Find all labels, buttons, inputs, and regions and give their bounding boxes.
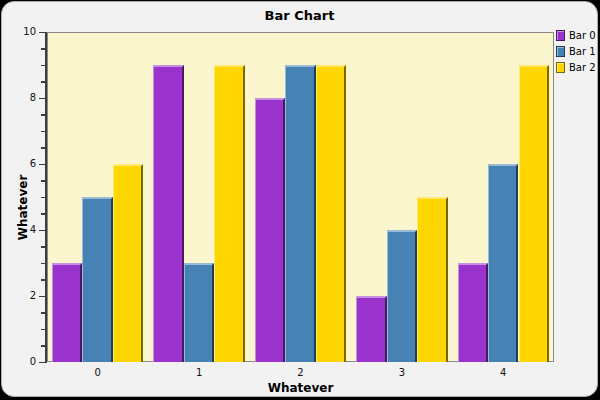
y-tick-label: 6 — [10, 159, 36, 169]
y-major-tick — [39, 164, 45, 166]
legend-item-label: Bar 2 — [569, 62, 596, 73]
y-major-tick — [39, 296, 45, 298]
y-axis-line — [45, 32, 47, 363]
bar-bar0-cat0 — [52, 263, 82, 362]
y-major-tick — [39, 98, 45, 100]
legend-swatch — [556, 30, 565, 41]
chart-title: Bar Chart — [2, 8, 597, 23]
y-minor-tick — [41, 65, 45, 67]
y-tick-label: 8 — [10, 93, 36, 103]
y-minor-tick — [41, 197, 45, 199]
bar-bar0-cat1 — [153, 65, 183, 362]
y-axis-title: Whatever — [16, 156, 31, 260]
y-tick-label: 10 — [10, 27, 36, 37]
bar-bar0-cat4 — [458, 263, 488, 362]
bar-bar1-cat3 — [387, 230, 417, 362]
legend-item-label: Bar 1 — [569, 46, 596, 57]
bar-bar1-cat0 — [82, 197, 112, 362]
chart-window: Bar Chart Whatever Whatever Bar 0Bar 1Ba… — [1, 1, 598, 397]
legend: Bar 0 Bar 1 Bar 2 — [556, 27, 596, 75]
x-tick-label: 4 — [453, 368, 554, 378]
y-major-tick — [39, 362, 45, 364]
y-tick-label: 2 — [10, 291, 36, 301]
x-tick-label: 3 — [351, 368, 452, 378]
legend-item: Bar 2 — [556, 59, 596, 75]
y-minor-tick — [41, 279, 45, 281]
y-major-tick — [39, 230, 45, 232]
y-tick-label: 4 — [10, 225, 36, 235]
y-minor-tick — [41, 131, 45, 133]
y-tick-label: 0 — [10, 357, 36, 367]
x-tick-label: 2 — [250, 368, 351, 378]
legend-swatch — [556, 62, 565, 73]
y-minor-tick — [41, 213, 45, 215]
bar-bar1-cat1 — [184, 263, 214, 362]
y-minor-tick — [41, 48, 45, 50]
bar-bar2-cat4 — [519, 65, 549, 362]
bar-bar2-cat2 — [316, 65, 346, 362]
bar-bar0-cat2 — [255, 98, 285, 362]
bar-bar1-cat4 — [488, 164, 518, 362]
x-axis-title: Whatever — [47, 381, 554, 395]
x-tick-label: 1 — [148, 368, 249, 378]
legend-item-label: Bar 0 — [569, 30, 596, 41]
legend-item: Bar 0 — [556, 27, 596, 43]
y-minor-tick — [41, 312, 45, 314]
y-minor-tick — [41, 114, 45, 116]
y-minor-tick — [41, 263, 45, 265]
legend-swatch — [556, 46, 565, 57]
legend-item: Bar 1 — [556, 43, 596, 59]
bar-bar2-cat1 — [214, 65, 244, 362]
x-tick-label: 0 — [47, 368, 148, 378]
y-minor-tick — [41, 147, 45, 149]
bar-bar0-cat3 — [356, 296, 386, 362]
y-minor-tick — [41, 246, 45, 248]
bar-bar2-cat3 — [417, 197, 447, 362]
bar-bar1-cat2 — [285, 65, 315, 362]
y-major-tick — [39, 32, 45, 34]
y-minor-tick — [41, 81, 45, 83]
y-minor-tick — [41, 180, 45, 182]
y-minor-tick — [41, 329, 45, 331]
bar-bar2-cat0 — [113, 164, 143, 362]
y-minor-tick — [41, 345, 45, 347]
